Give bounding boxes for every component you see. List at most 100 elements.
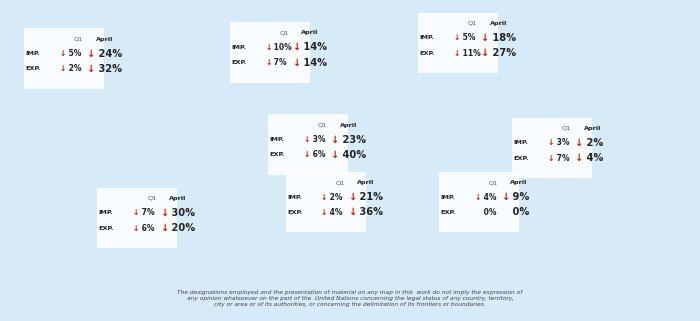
- Text: ↓: ↓: [454, 33, 460, 42]
- Text: 18%: 18%: [489, 33, 516, 43]
- Text: 6%: 6%: [310, 150, 326, 159]
- Text: ↓: ↓: [292, 42, 300, 52]
- Text: 6%: 6%: [139, 223, 155, 232]
- Text: 3%: 3%: [554, 138, 569, 147]
- Text: EXP.: EXP.: [514, 156, 529, 160]
- Text: 32%: 32%: [94, 64, 122, 74]
- Text: 2%: 2%: [66, 65, 81, 74]
- Text: EXP.: EXP.: [270, 152, 285, 157]
- Text: IMP.: IMP.: [99, 211, 113, 215]
- Text: ↓: ↓: [321, 193, 327, 202]
- Text: 3%: 3%: [310, 135, 326, 144]
- Text: ↓: ↓: [330, 135, 339, 145]
- Text: ↓: ↓: [265, 58, 272, 67]
- Text: 10%: 10%: [272, 43, 292, 52]
- Text: 4%: 4%: [481, 193, 496, 202]
- Text: ↓: ↓: [132, 208, 139, 217]
- Text: IMP.: IMP.: [26, 51, 41, 56]
- Text: April: April: [169, 196, 186, 201]
- Text: 7%: 7%: [139, 208, 155, 217]
- Text: ↓: ↓: [330, 150, 339, 160]
- Text: ↓: ↓: [575, 153, 582, 163]
- Text: April: April: [489, 21, 507, 26]
- Text: 11%: 11%: [460, 48, 480, 57]
- Text: IMP.: IMP.: [514, 140, 528, 145]
- Text: 36%: 36%: [356, 207, 383, 217]
- Text: ↓: ↓: [547, 153, 554, 162]
- FancyBboxPatch shape: [286, 172, 365, 232]
- Text: ↓: ↓: [480, 33, 489, 43]
- Text: 9%: 9%: [510, 192, 530, 202]
- Text: IMP.: IMP.: [270, 137, 285, 142]
- Text: ↓: ↓: [547, 138, 554, 147]
- Text: EXP.: EXP.: [231, 60, 247, 65]
- Text: 23%: 23%: [339, 135, 366, 145]
- Text: 2%: 2%: [327, 193, 343, 202]
- Text: 4%: 4%: [327, 208, 343, 217]
- Text: April: April: [301, 30, 318, 35]
- Text: ↓: ↓: [321, 208, 327, 217]
- FancyBboxPatch shape: [97, 187, 177, 248]
- Text: IMP.: IMP.: [440, 195, 456, 200]
- Text: 7%: 7%: [554, 153, 569, 162]
- Text: ↓: ↓: [160, 223, 168, 233]
- Text: 14%: 14%: [300, 57, 328, 68]
- Text: ↓: ↓: [575, 138, 582, 148]
- Text: 4%: 4%: [582, 153, 603, 163]
- Text: 20%: 20%: [168, 223, 195, 233]
- Text: ↓: ↓: [474, 193, 481, 202]
- Text: 5%: 5%: [66, 49, 81, 58]
- Text: ↓: ↓: [86, 49, 94, 59]
- FancyBboxPatch shape: [268, 114, 349, 175]
- Text: Q1: Q1: [489, 180, 498, 185]
- Text: Q1: Q1: [562, 126, 571, 131]
- Text: 27%: 27%: [489, 48, 516, 58]
- Text: EXP.: EXP.: [287, 210, 302, 215]
- Text: ↓: ↓: [265, 43, 272, 52]
- Text: April: April: [510, 180, 528, 185]
- Text: ↓: ↓: [160, 208, 168, 218]
- Text: Q1: Q1: [147, 196, 156, 201]
- Text: ↓: ↓: [292, 57, 300, 68]
- Text: IMP.: IMP.: [419, 35, 435, 40]
- FancyBboxPatch shape: [418, 13, 498, 73]
- FancyBboxPatch shape: [439, 172, 519, 232]
- Text: 24%: 24%: [94, 49, 122, 59]
- Text: ↓: ↓: [454, 48, 460, 57]
- Text: Q1: Q1: [318, 123, 327, 128]
- Text: ↓: ↓: [60, 49, 66, 58]
- FancyBboxPatch shape: [230, 22, 310, 82]
- Text: ↓: ↓: [60, 65, 66, 74]
- Text: ↓: ↓: [303, 135, 310, 144]
- Text: 2%: 2%: [582, 138, 603, 148]
- Text: ↓: ↓: [480, 48, 489, 58]
- Text: ↓: ↓: [348, 192, 356, 202]
- Text: IMP.: IMP.: [287, 195, 302, 200]
- Text: April: April: [340, 123, 357, 128]
- FancyBboxPatch shape: [512, 117, 592, 178]
- Text: ↓: ↓: [86, 64, 94, 74]
- Text: ↓: ↓: [501, 192, 510, 202]
- Text: ↓: ↓: [303, 150, 310, 159]
- Text: EXP.: EXP.: [440, 210, 456, 215]
- Text: Q1: Q1: [335, 180, 344, 185]
- Text: 14%: 14%: [300, 42, 328, 52]
- Text: The designations employed and the presentation of material on any map in this  w: The designations employed and the presen…: [177, 290, 523, 307]
- Text: Q1: Q1: [74, 37, 83, 42]
- Text: 40%: 40%: [339, 150, 366, 160]
- Text: 0%: 0%: [510, 207, 530, 217]
- Text: EXP.: EXP.: [419, 50, 435, 56]
- Text: ↓: ↓: [132, 223, 139, 232]
- Text: Q1: Q1: [468, 21, 477, 26]
- Text: April: April: [357, 180, 374, 185]
- Text: ↓: ↓: [348, 207, 356, 217]
- Text: EXP.: EXP.: [99, 226, 114, 230]
- Text: EXP.: EXP.: [26, 66, 41, 72]
- Text: Q1: Q1: [279, 30, 289, 35]
- Text: 7%: 7%: [272, 58, 287, 67]
- Text: 21%: 21%: [356, 192, 383, 202]
- Text: April: April: [95, 37, 113, 42]
- Text: 30%: 30%: [168, 208, 195, 218]
- Text: IMP.: IMP.: [231, 45, 246, 50]
- Text: April: April: [584, 126, 601, 131]
